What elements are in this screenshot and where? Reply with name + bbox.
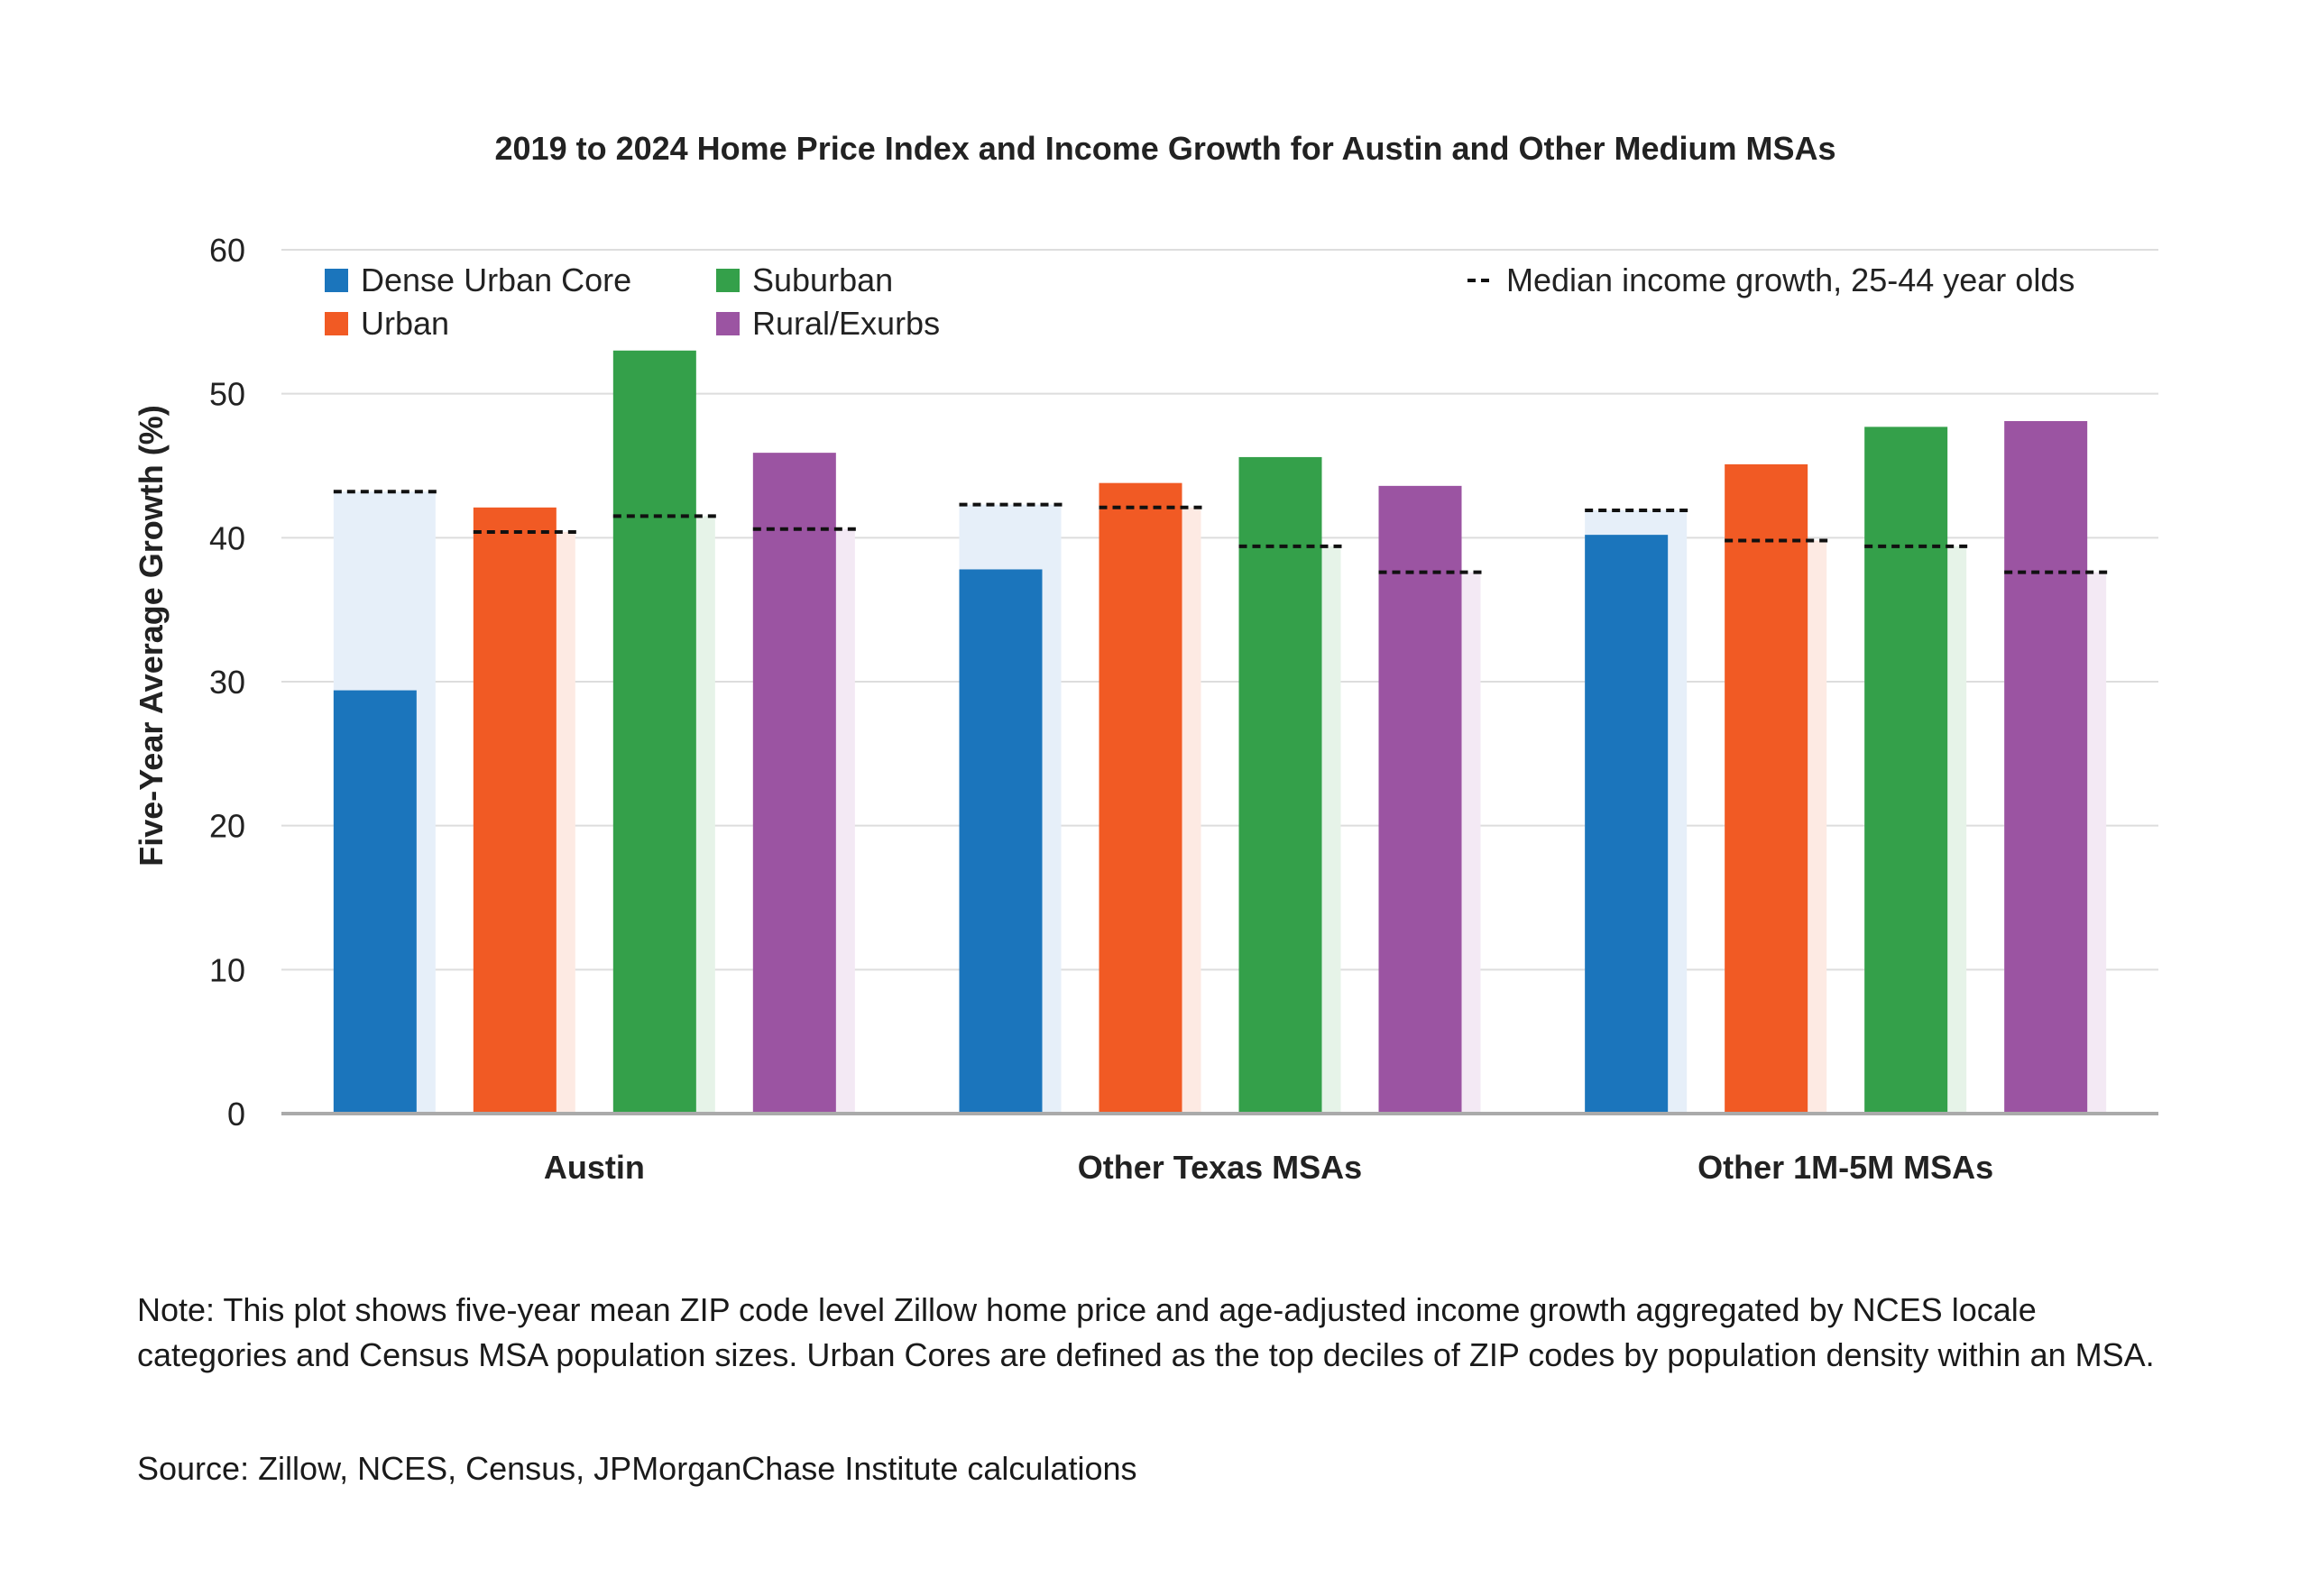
legend-label-income: Median income growth, 25-44 year olds (1506, 261, 2075, 298)
legend: Dense Urban Core Urban Suburban Rural/Ex… (325, 261, 2075, 342)
y-axis-label: Five-Year Average Growth (%) (133, 405, 170, 867)
legend-swatch-rural-exurbs (716, 312, 740, 335)
chart: 2019 to 2024 Home Price Index and Income… (133, 130, 2158, 1186)
bar-austin-suburban (612, 350, 696, 1114)
legend-swatch-urban (325, 312, 348, 335)
legend-label-suburban: Suburban (752, 261, 893, 298)
grid-lines (281, 249, 2158, 971)
income-shades (333, 491, 2107, 1114)
x-tick-label-austin: Austin (544, 1149, 645, 1186)
x-tick-label-other-1m-5m-msas: Other 1M-5M MSAs (1697, 1149, 1993, 1186)
x-tick-labels: Austin Other Texas MSAs Other 1M-5M MSAs (544, 1149, 1993, 1186)
chart-title: 2019 to 2024 Home Price Index and Income… (495, 130, 1836, 167)
y-tick-label-20: 20 (209, 808, 245, 845)
legend-label-urban: Urban (361, 305, 449, 342)
y-tick-label-10: 10 (209, 951, 245, 988)
bars (333, 350, 2088, 1114)
bar-other-texas-msas-suburban (1238, 456, 1322, 1114)
chart-note: Note: This plot shows five-year mean ZIP… (137, 1291, 2155, 1373)
y-tick-labels: 0 10 20 30 40 50 60 (209, 232, 245, 1133)
bar-other-1m-5m-msas-suburban (1864, 427, 1948, 1114)
chart-source: Source: Zillow, NCES, Census, JPMorganCh… (137, 1450, 1137, 1487)
y-tick-label-50: 50 (209, 376, 245, 413)
legend-label-dense-urban-core: Dense Urban Core (361, 261, 631, 298)
legend-swatch-suburban (716, 269, 740, 292)
bar-other-1m-5m-msas-dense-urban-core (1585, 535, 1669, 1114)
y-tick-label-60: 60 (209, 232, 245, 269)
bar-austin-dense-urban-core (333, 690, 417, 1114)
income-markers (333, 490, 2109, 574)
x-tick-label-other-texas-msas: Other Texas MSAs (1078, 1149, 1362, 1186)
y-tick-label-40: 40 (209, 519, 245, 556)
bar-other-texas-msas-dense-urban-core (959, 569, 1043, 1114)
legend-swatch-dense-urban-core (325, 269, 348, 292)
bar-other-texas-msas-rural-exurbs (1378, 485, 1462, 1114)
bar-other-1m-5m-msas-rural-exurbs (2004, 421, 2088, 1114)
legend-label-rural-exurbs: Rural/Exurbs (752, 305, 940, 342)
bar-other-texas-msas-urban (1099, 482, 1182, 1114)
y-tick-label-30: 30 (209, 664, 245, 701)
bar-austin-urban (473, 507, 557, 1114)
bar-other-1m-5m-msas-urban (1725, 463, 1808, 1114)
y-tick-label-0: 0 (227, 1096, 245, 1133)
bar-austin-rural-exurbs (752, 453, 836, 1114)
